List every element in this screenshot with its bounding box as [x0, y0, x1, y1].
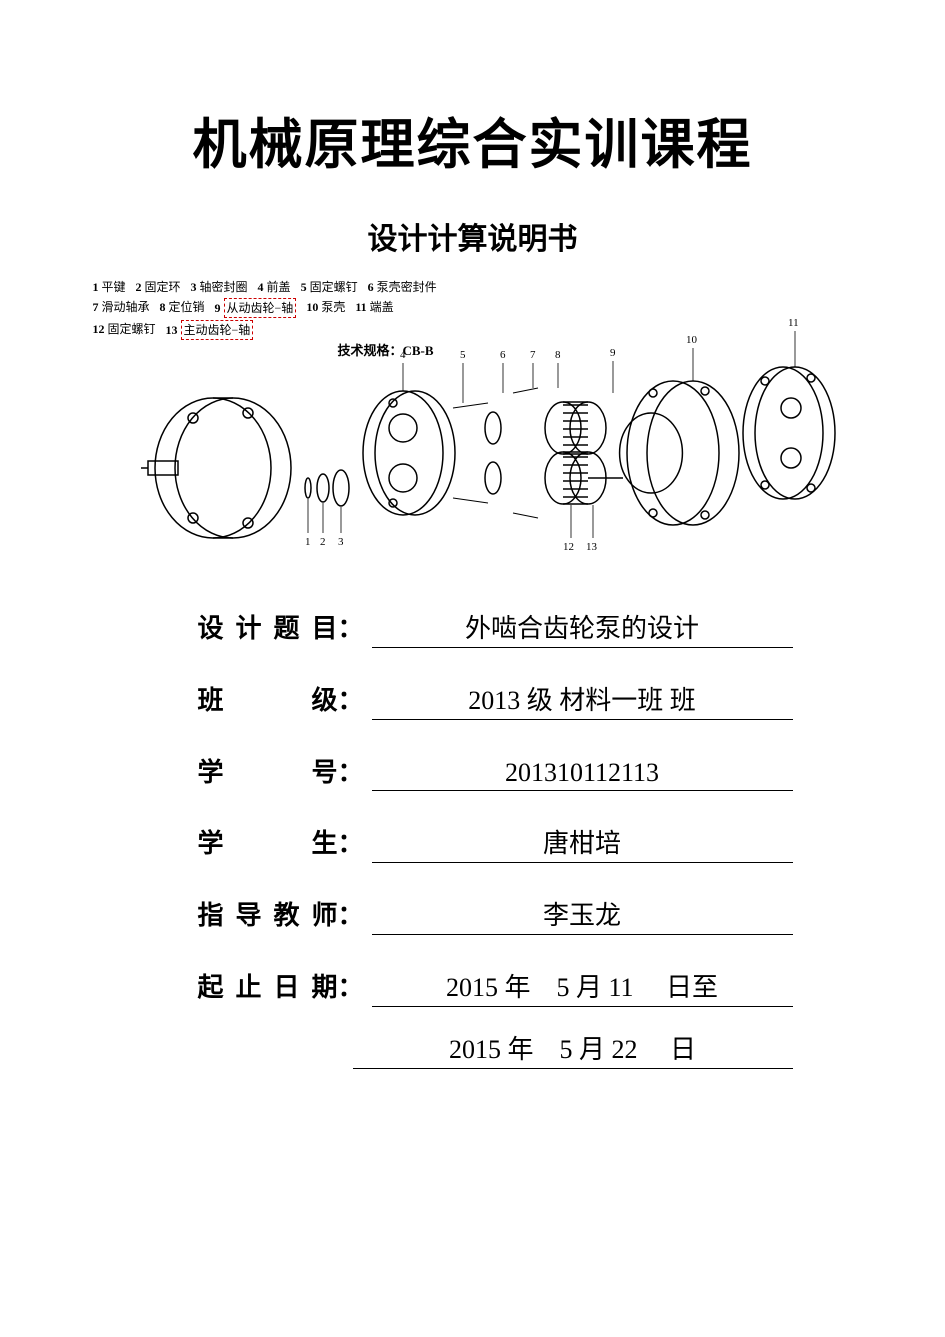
label-student-id: 学号 — [198, 752, 338, 789]
svg-text:1: 1 — [305, 536, 311, 548]
label-student: 学生 — [198, 823, 338, 860]
svg-text:8: 8 — [555, 349, 561, 361]
svg-text:7: 7 — [530, 349, 536, 361]
colon: ： — [338, 895, 364, 932]
colon: ： — [338, 967, 364, 1004]
label-advisor: 指导教师 — [198, 895, 338, 932]
subtitle: 设计计算说明书 — [85, 214, 860, 258]
svg-text:5: 5 — [460, 349, 466, 361]
part-item: 6 泵壳密封件 — [368, 278, 447, 296]
value-date-end: 2015 年 5 月 22 日 — [353, 1029, 793, 1069]
value-design-topic: 外啮合齿轮泵的设计 — [372, 608, 793, 648]
value-student-id: 201310112113 — [372, 758, 793, 791]
value-class: 2013 级 材料一班 班 — [372, 680, 793, 720]
form-section: 设计题目 ： 外啮合齿轮泵的设计 班级 ： 2013 级 材料一班 班 学号 ：… — [153, 608, 793, 1069]
part-item: 4 前盖 — [258, 278, 301, 296]
label-class: 班级 — [198, 680, 338, 717]
row-student: 学生 ： 唐柑培 — [198, 823, 793, 863]
row-design-topic: 设计题目 ： 外啮合齿轮泵的设计 — [198, 608, 793, 648]
svg-text:2: 2 — [320, 536, 326, 548]
row-advisor: 指导教师 ： 李玉龙 — [198, 895, 793, 935]
row-student-id: 学号 ： 201310112113 — [198, 752, 793, 791]
svg-text:9: 9 — [610, 347, 616, 359]
svg-text:13: 13 — [586, 541, 598, 553]
colon: ： — [338, 680, 364, 717]
part-item: 5 固定螺钉 — [301, 278, 368, 296]
value-date-start: 2015 年 5 月 11 日至 — [372, 967, 793, 1007]
row-date: 起止日期 ： 2015 年 5 月 11 日至 — [198, 967, 793, 1007]
part-item: 3 轴密封圈 — [191, 278, 258, 296]
main-title: 机械原理综合实训课程 — [85, 100, 860, 179]
svg-text:3: 3 — [338, 536, 344, 548]
svg-text:4: 4 — [400, 349, 406, 361]
part-item: 2 固定环 — [136, 278, 191, 296]
row-date-end: 2015 年 5 月 22 日 — [198, 1029, 793, 1069]
colon: ： — [338, 752, 364, 789]
legend-row-1: 1 平键2 固定环3 轴密封圈4 前盖5 固定螺钉6 泵壳密封件 — [93, 278, 447, 296]
part-item: 1 平键 — [93, 278, 136, 296]
exploded-view-diagram: 1 2 3 4 5 6 7 8 9 10 11 12 13 — [93, 313, 853, 573]
label-date: 起止日期 — [198, 967, 338, 1004]
colon: ： — [338, 608, 364, 645]
svg-text:12: 12 — [563, 541, 574, 553]
value-student: 唐柑培 — [372, 823, 793, 863]
row-class: 班级 ： 2013 级 材料一班 班 — [198, 680, 793, 720]
svg-text:11: 11 — [788, 317, 799, 329]
svg-text:10: 10 — [686, 334, 698, 346]
label-design-topic: 设计题目 — [198, 608, 338, 645]
diagram-area: 1 平键2 固定环3 轴密封圈4 前盖5 固定螺钉6 泵壳密封件 7 滑动轴承8… — [93, 278, 853, 578]
svg-text:6: 6 — [500, 349, 506, 361]
value-advisor: 李玉龙 — [372, 895, 793, 935]
colon: ： — [338, 823, 364, 860]
